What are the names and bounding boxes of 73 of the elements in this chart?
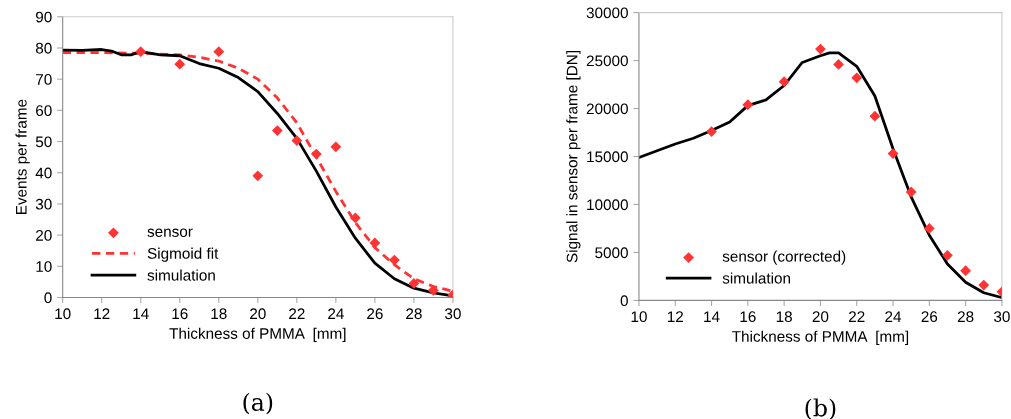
y-tick-label: 10 <box>36 261 52 272</box>
y-tick-label: 15000 <box>587 151 628 163</box>
point <box>851 72 863 84</box>
point <box>330 141 342 153</box>
x-tick-label: 30 <box>993 311 1010 323</box>
point <box>428 284 439 296</box>
x-tick-label: 10 <box>55 308 71 320</box>
x-tick-label: 18 <box>776 311 792 323</box>
y-tick-label: 40 <box>35 167 52 179</box>
y-tick-label: 0 <box>44 292 52 304</box>
point <box>905 186 917 198</box>
x-tick-label: 12 <box>94 308 110 319</box>
x-tick-label: 28 <box>957 311 974 323</box>
point <box>408 278 420 289</box>
x-axis-title: Thickness of PMMA [mm] <box>732 330 909 345</box>
x-tick-label: 28 <box>406 308 422 320</box>
x-tick-label: 30 <box>445 308 461 320</box>
y-tick-label: 0 <box>620 295 628 307</box>
x-tick-label: 16 <box>172 308 188 320</box>
y-tick-label: 25000 <box>586 55 628 67</box>
x-tick-label: 26 <box>367 308 383 320</box>
point <box>291 135 303 146</box>
point <box>706 126 717 137</box>
y-tick-label: 80 <box>35 42 52 54</box>
y-tick-label: 10000 <box>587 199 628 211</box>
point <box>213 46 225 58</box>
y-tick-label: 5000 <box>595 247 628 259</box>
point <box>310 148 322 160</box>
x-tick-label: 20 <box>812 311 829 323</box>
point <box>778 76 790 88</box>
x-tick-label: 24 <box>885 311 902 322</box>
y-tick-label: 20 <box>36 229 52 241</box>
legend-label: simulation <box>722 272 791 284</box>
y-tick-label: 60 <box>36 105 52 117</box>
x-tick-label: 22 <box>848 311 865 322</box>
point <box>742 99 754 111</box>
point <box>135 46 147 58</box>
x-tick-label: 12 <box>667 311 683 322</box>
y-axis-title: Events per frame <box>15 99 30 215</box>
point <box>833 59 844 70</box>
y-tick-label: 50 <box>35 136 52 148</box>
legend-label: sensor (corrected) <box>722 250 846 265</box>
point <box>887 148 899 159</box>
x-tick-label: 18 <box>211 308 227 320</box>
point <box>389 254 400 266</box>
point <box>252 170 264 182</box>
point <box>978 279 990 291</box>
point <box>942 249 953 261</box>
point <box>271 125 283 136</box>
x-axis-title: Thickness of PMMA [mm] <box>169 327 346 342</box>
x-tick-label: 16 <box>740 311 756 323</box>
y-tick-label: 70 <box>36 74 52 85</box>
y-tick-label: 20000 <box>586 103 628 115</box>
point <box>923 223 935 234</box>
y-tick-label: 90 <box>35 11 52 23</box>
legend-label: Sigmoid fit <box>147 247 219 262</box>
y-axis-title: Signal in sensor per frame [DN] <box>566 51 581 263</box>
point <box>174 58 186 70</box>
y-tick-label: 30 <box>35 198 52 210</box>
x-tick-label: 14 <box>133 308 149 319</box>
x-tick-label: 22 <box>289 308 305 319</box>
x-tick-label: 10 <box>631 311 647 323</box>
point <box>349 212 361 224</box>
legend-label: simulation <box>147 269 215 281</box>
point <box>960 265 971 277</box>
x-tick-label: 26 <box>921 311 938 323</box>
x-tick-label: 14 <box>704 311 720 322</box>
x-tick-label: 20 <box>250 308 266 320</box>
text: (a) <box>243 392 273 415</box>
point <box>869 110 881 122</box>
y-tick-label: 30000 <box>586 7 628 19</box>
legend-label: sensor <box>147 228 193 237</box>
x-tick-label: 24 <box>328 308 344 319</box>
